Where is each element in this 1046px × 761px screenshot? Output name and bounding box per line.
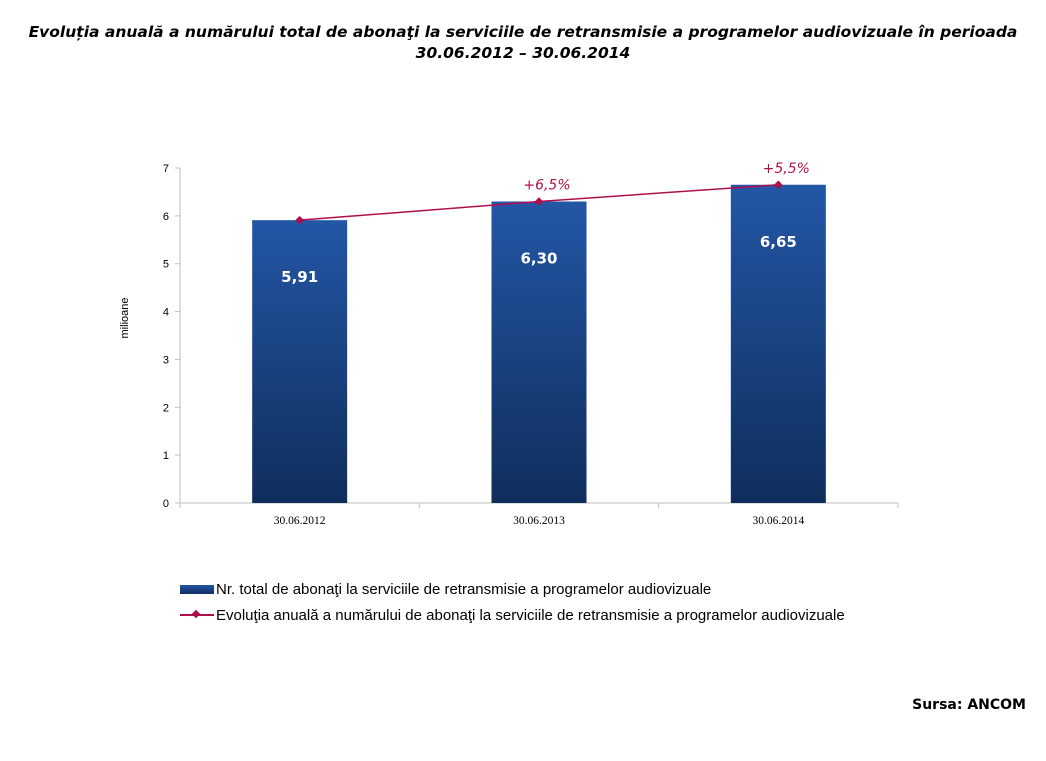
y-tick-label: 1: [163, 450, 169, 462]
legend-line-label: Evoluţia anuală a numărului de abonaţi l…: [216, 606, 845, 624]
y-tick-label: 5: [163, 259, 169, 271]
y-tick-label: 0: [163, 498, 169, 510]
chart-legend: Nr. total de abonaţi la serviciile de re…: [180, 576, 845, 628]
legend-bar-label: Nr. total de abonaţi la serviciile de re…: [216, 580, 712, 598]
y-tick-label: 6: [163, 211, 169, 223]
y-tick-label: 7: [163, 163, 169, 175]
growth-annotation: +5,5%: [763, 161, 810, 177]
y-tick-label: 4: [163, 307, 169, 319]
chart-plot: 0 1 2 3 4 5 6 7 30.06.2012 30.06.2013 30.06.2014 mi…: [119, 161, 899, 527]
legend-item-bars: Nr. total de abonaţi la serviciile de re…: [180, 576, 845, 602]
bar-value-label: 5,91: [281, 268, 318, 286]
source-note: Sursa: ANCOM: [912, 697, 1026, 713]
bar: [252, 220, 348, 503]
bar: [730, 184, 826, 503]
y-axis-title: milioane: [119, 298, 131, 339]
chart-title: Evoluția anuală a numărului total de abo…: [0, 22, 1046, 64]
x-tick-label: 30.06.2013: [513, 515, 565, 527]
y-tick-label: 3: [163, 354, 169, 366]
legend-line-swatch: [180, 609, 214, 621]
y-tick-label: 2: [163, 402, 169, 414]
legend-bar-swatch: [180, 584, 214, 594]
chart-title-line-1: Evoluția anuală a numărului total de abo…: [28, 23, 1018, 41]
chart-title-line-2: 30.06.2012 – 30.06.2014: [415, 44, 631, 62]
bar-value-label: 6,30: [520, 250, 557, 268]
x-tick-label: 30.06.2012: [274, 515, 326, 527]
trend-point: [295, 215, 304, 225]
growth-annotation: +6,5%: [523, 178, 570, 194]
x-tick-label: 30.06.2014: [752, 515, 804, 527]
bar: [491, 201, 587, 503]
bar-value-label: 6,65: [760, 233, 797, 251]
legend-item-line: Evoluţia anuală a numărului de abonaţi l…: [180, 602, 845, 628]
